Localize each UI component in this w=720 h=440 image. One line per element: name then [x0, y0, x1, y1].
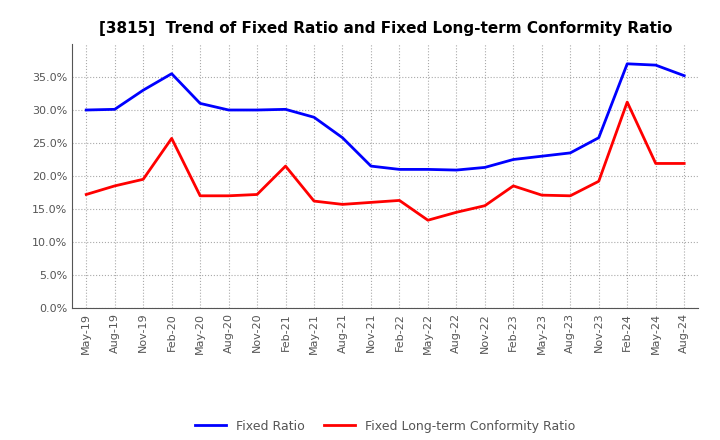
Fixed Long-term Conformity Ratio — [537, 193, 546, 198]
Fixed Long-term Conformity Ratio — [253, 192, 261, 197]
Fixed Long-term Conformity Ratio — [282, 163, 290, 169]
Fixed Ratio — [139, 88, 148, 93]
Fixed Ratio — [82, 107, 91, 113]
Fixed Long-term Conformity Ratio — [595, 179, 603, 184]
Fixed Long-term Conformity Ratio — [680, 161, 688, 166]
Fixed Ratio — [225, 107, 233, 113]
Fixed Ratio — [366, 163, 375, 169]
Fixed Long-term Conformity Ratio — [167, 136, 176, 141]
Fixed Long-term Conformity Ratio — [110, 183, 119, 188]
Fixed Ratio — [110, 106, 119, 112]
Fixed Long-term Conformity Ratio — [423, 217, 432, 223]
Fixed Ratio — [423, 167, 432, 172]
Title: [3815]  Trend of Fixed Ratio and Fixed Long-term Conformity Ratio: [3815] Trend of Fixed Ratio and Fixed Lo… — [99, 21, 672, 36]
Fixed Ratio — [537, 154, 546, 159]
Fixed Ratio — [680, 73, 688, 78]
Fixed Long-term Conformity Ratio — [310, 198, 318, 204]
Fixed Ratio — [395, 167, 404, 172]
Fixed Ratio — [595, 135, 603, 140]
Fixed Ratio — [652, 62, 660, 68]
Fixed Long-term Conformity Ratio — [225, 193, 233, 198]
Fixed Ratio — [310, 115, 318, 120]
Legend: Fixed Ratio, Fixed Long-term Conformity Ratio: Fixed Ratio, Fixed Long-term Conformity … — [190, 414, 580, 437]
Fixed Long-term Conformity Ratio — [196, 193, 204, 198]
Fixed Ratio — [196, 101, 204, 106]
Fixed Ratio — [480, 165, 489, 170]
Fixed Ratio — [566, 150, 575, 156]
Fixed Long-term Conformity Ratio — [82, 192, 91, 197]
Fixed Long-term Conformity Ratio — [480, 203, 489, 209]
Fixed Long-term Conformity Ratio — [566, 193, 575, 198]
Fixed Long-term Conformity Ratio — [452, 210, 461, 215]
Fixed Ratio — [509, 157, 518, 162]
Fixed Long-term Conformity Ratio — [139, 176, 148, 182]
Fixed Long-term Conformity Ratio — [366, 200, 375, 205]
Fixed Ratio — [253, 107, 261, 113]
Fixed Long-term Conformity Ratio — [623, 99, 631, 105]
Line: Fixed Long-term Conformity Ratio: Fixed Long-term Conformity Ratio — [86, 102, 684, 220]
Fixed Long-term Conformity Ratio — [338, 202, 347, 207]
Line: Fixed Ratio: Fixed Ratio — [86, 64, 684, 170]
Fixed Long-term Conformity Ratio — [395, 198, 404, 203]
Fixed Ratio — [338, 135, 347, 140]
Fixed Long-term Conformity Ratio — [652, 161, 660, 166]
Fixed Ratio — [167, 71, 176, 76]
Fixed Long-term Conformity Ratio — [509, 183, 518, 188]
Fixed Ratio — [282, 106, 290, 112]
Fixed Ratio — [452, 167, 461, 172]
Fixed Ratio — [623, 61, 631, 66]
